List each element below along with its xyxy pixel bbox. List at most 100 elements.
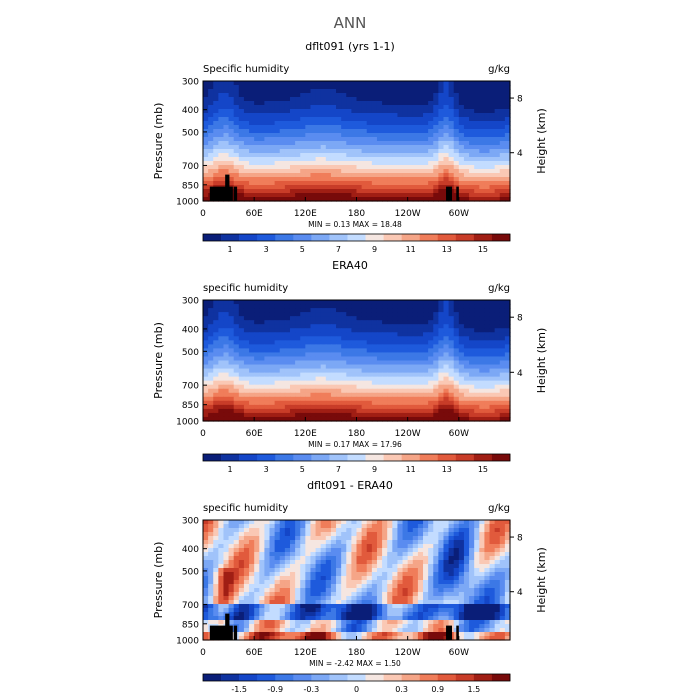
field-cell (402, 133, 409, 138)
field-cell (284, 560, 291, 565)
field-cell (361, 396, 368, 402)
field-cell (208, 604, 214, 609)
field-cell (438, 125, 445, 130)
field-cell (407, 121, 414, 126)
field-cell (228, 552, 235, 557)
field-cell (295, 552, 301, 557)
field-cell (469, 588, 475, 593)
field-cell (458, 340, 465, 345)
field-cell (336, 356, 342, 362)
field-cell (341, 332, 347, 337)
field-cell (264, 548, 271, 553)
field-cell (259, 328, 265, 333)
field-cell (361, 109, 368, 114)
field-cell (208, 588, 214, 593)
field-cell (499, 300, 506, 305)
field-cell (274, 372, 281, 378)
field-cell (376, 528, 383, 533)
field-cell (238, 89, 245, 94)
field-cell (438, 149, 445, 154)
field-cell (310, 368, 317, 374)
field-cell (346, 344, 352, 349)
field-cell (499, 157, 506, 162)
field-cell (218, 384, 225, 390)
field-cell (376, 352, 383, 358)
field-cell (433, 564, 439, 569)
field-cell (249, 564, 255, 569)
field-cell (504, 189, 511, 194)
field-cell (341, 548, 347, 553)
field-cell (315, 372, 322, 378)
field-cell (254, 340, 260, 345)
field-cell (351, 412, 358, 418)
field-cell (453, 332, 460, 337)
field-cell (474, 169, 480, 174)
field-cell (458, 328, 465, 333)
field-cell (494, 133, 501, 138)
field-cell (330, 360, 337, 366)
field-cell (213, 109, 219, 114)
field-cell (228, 568, 235, 573)
field-cell (330, 93, 337, 98)
field-cell (238, 312, 245, 317)
field-cell (479, 388, 486, 394)
field-cell (320, 552, 327, 557)
field-cell (417, 524, 424, 529)
field-cell (484, 109, 491, 114)
field-cell (433, 596, 439, 601)
field-cell (392, 193, 399, 198)
field-cell (453, 584, 460, 589)
field-cell (305, 153, 312, 158)
field-cell (325, 117, 332, 122)
field-cell (382, 348, 388, 354)
field-cell (361, 540, 368, 545)
field-cell (279, 580, 286, 585)
field-cell (392, 524, 399, 529)
field-cell (264, 364, 271, 370)
field-cell (371, 600, 378, 605)
field-cell (458, 592, 465, 597)
field-cell (463, 173, 470, 178)
field-cell (233, 524, 240, 529)
field-cell (474, 141, 480, 146)
field-cell (264, 328, 271, 333)
field-cell (269, 552, 276, 557)
field-cell (284, 320, 291, 325)
field-cell (489, 157, 496, 162)
field-cell (397, 540, 404, 545)
field-cell (376, 408, 383, 414)
field-cell (218, 532, 225, 537)
field-cell (213, 308, 219, 313)
field-cell (382, 105, 388, 110)
field-cell (320, 548, 327, 553)
field-cell (438, 193, 445, 198)
field-cell (213, 133, 219, 138)
field-cell (376, 548, 383, 553)
field-cell (249, 556, 255, 561)
field-cell (233, 93, 240, 98)
panel-left-label: specific humidity (203, 283, 288, 294)
field-cell (305, 149, 312, 154)
field-cell (213, 556, 219, 561)
field-cell (361, 308, 368, 313)
field-cell (458, 552, 465, 557)
field-cell (320, 412, 327, 418)
colorbar-swatch (491, 234, 511, 241)
field-cell (336, 348, 342, 354)
field-cell (218, 101, 225, 106)
field-cell (428, 125, 434, 130)
field-cell (382, 137, 388, 142)
field-cell (479, 336, 486, 341)
field-cell (213, 372, 219, 378)
field-cell (330, 97, 337, 102)
field-cell (438, 181, 445, 186)
field-cell (448, 392, 455, 398)
field-cell (438, 153, 445, 158)
field-cell (295, 304, 301, 309)
field-cell (274, 121, 281, 126)
field-cell (376, 89, 383, 94)
field-cell (448, 117, 455, 122)
field-cell (320, 117, 327, 122)
field-cell (279, 376, 286, 382)
field-cell (208, 560, 214, 565)
